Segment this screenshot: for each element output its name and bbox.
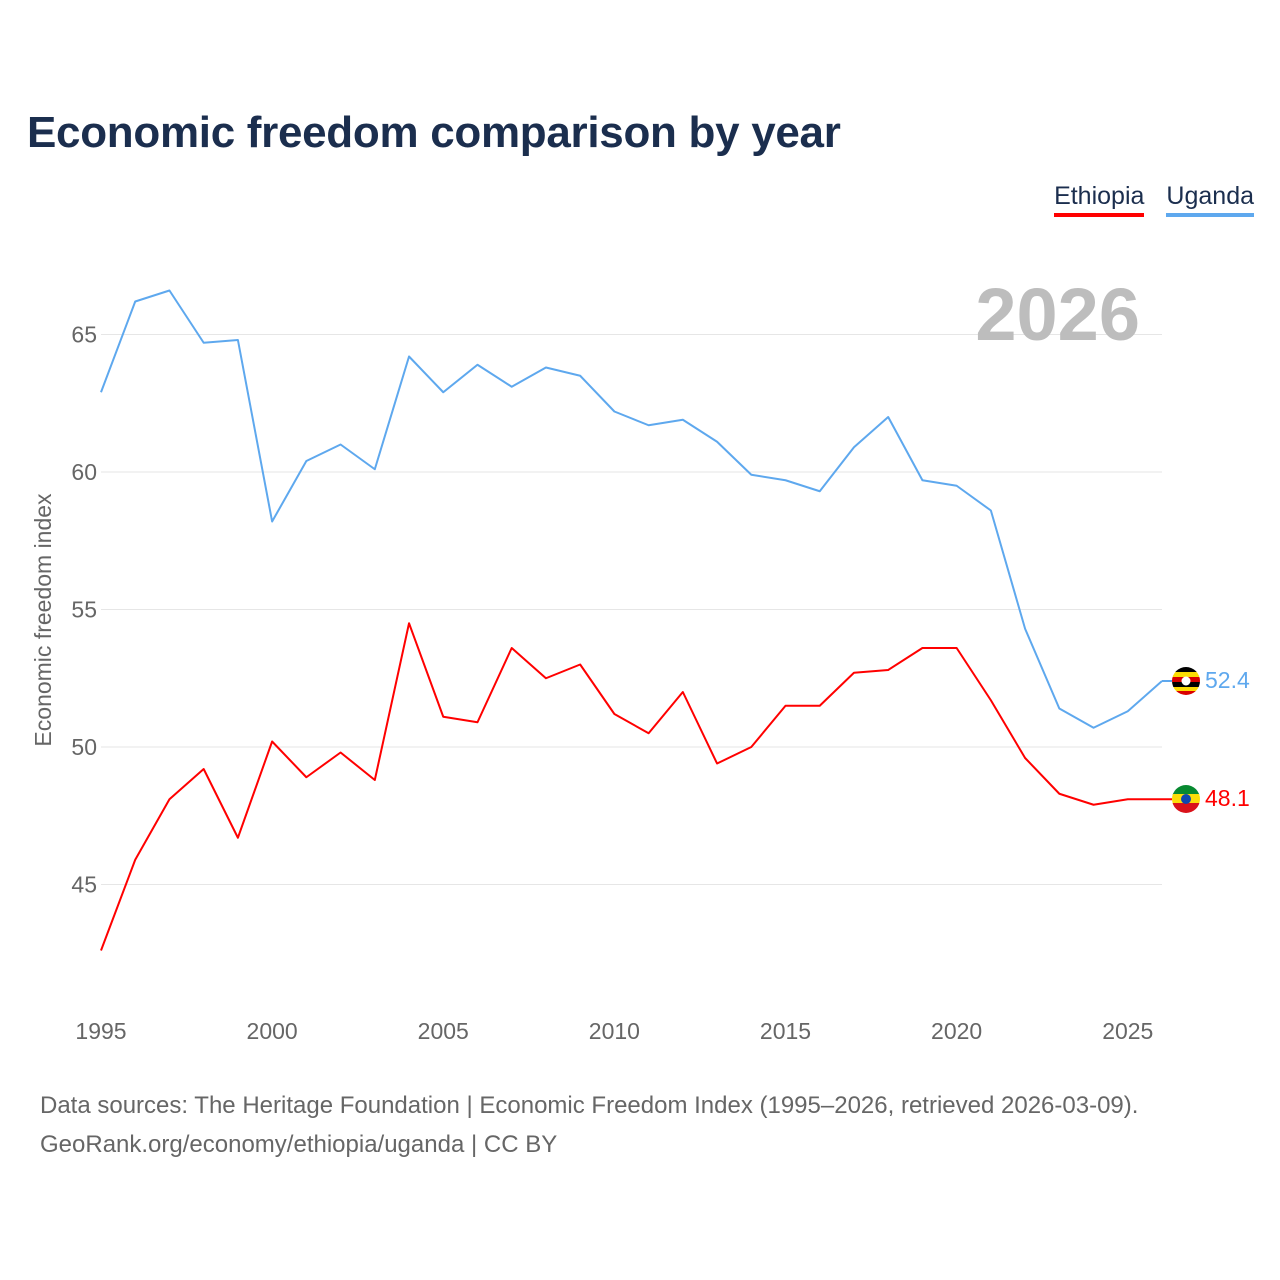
year-watermark: 2026 bbox=[975, 273, 1140, 356]
x-tick-label: 1995 bbox=[75, 1018, 126, 1044]
x-tick-label: 2005 bbox=[418, 1018, 469, 1044]
legend-item-ethiopia[interactable]: Ethiopia bbox=[1054, 182, 1145, 217]
footer: Data sources: The Heritage Foundation | … bbox=[40, 1086, 1138, 1164]
x-tick-label: 2010 bbox=[589, 1018, 640, 1044]
chart-title: Economic freedom comparison by year bbox=[27, 108, 841, 157]
y-tick-label: 55 bbox=[71, 597, 97, 623]
ethiopia-end-label: 48.1 bbox=[1205, 785, 1250, 811]
legend: Ethiopia Uganda bbox=[1054, 182, 1254, 217]
series-line-uganda bbox=[100, 289, 1163, 729]
uganda-end-label: 52.4 bbox=[1205, 667, 1250, 693]
series-line-ethiopia bbox=[100, 622, 1162, 951]
y-tick-label: 45 bbox=[71, 872, 97, 898]
attribution-link[interactable]: GeoRank.org/economy/ethiopia/uganda | CC… bbox=[40, 1131, 558, 1158]
legend-item-uganda[interactable]: Uganda bbox=[1166, 182, 1254, 217]
uganda-flag-icon bbox=[1172, 667, 1200, 695]
x-tick-label: 2025 bbox=[1102, 1018, 1153, 1044]
y-axis-label: Economic freedom index bbox=[30, 493, 56, 747]
x-tick-label: 2000 bbox=[247, 1018, 298, 1044]
ethiopia-flag-icon bbox=[1172, 785, 1200, 813]
y-tick-label: 60 bbox=[71, 459, 97, 485]
x-tick-label: 2020 bbox=[931, 1018, 982, 1044]
y-tick-label: 65 bbox=[71, 322, 97, 348]
x-tick-label: 2015 bbox=[760, 1018, 811, 1044]
y-tick-label: 50 bbox=[71, 734, 97, 760]
source-text: Data sources: The Heritage Foundation | … bbox=[40, 1092, 1139, 1119]
